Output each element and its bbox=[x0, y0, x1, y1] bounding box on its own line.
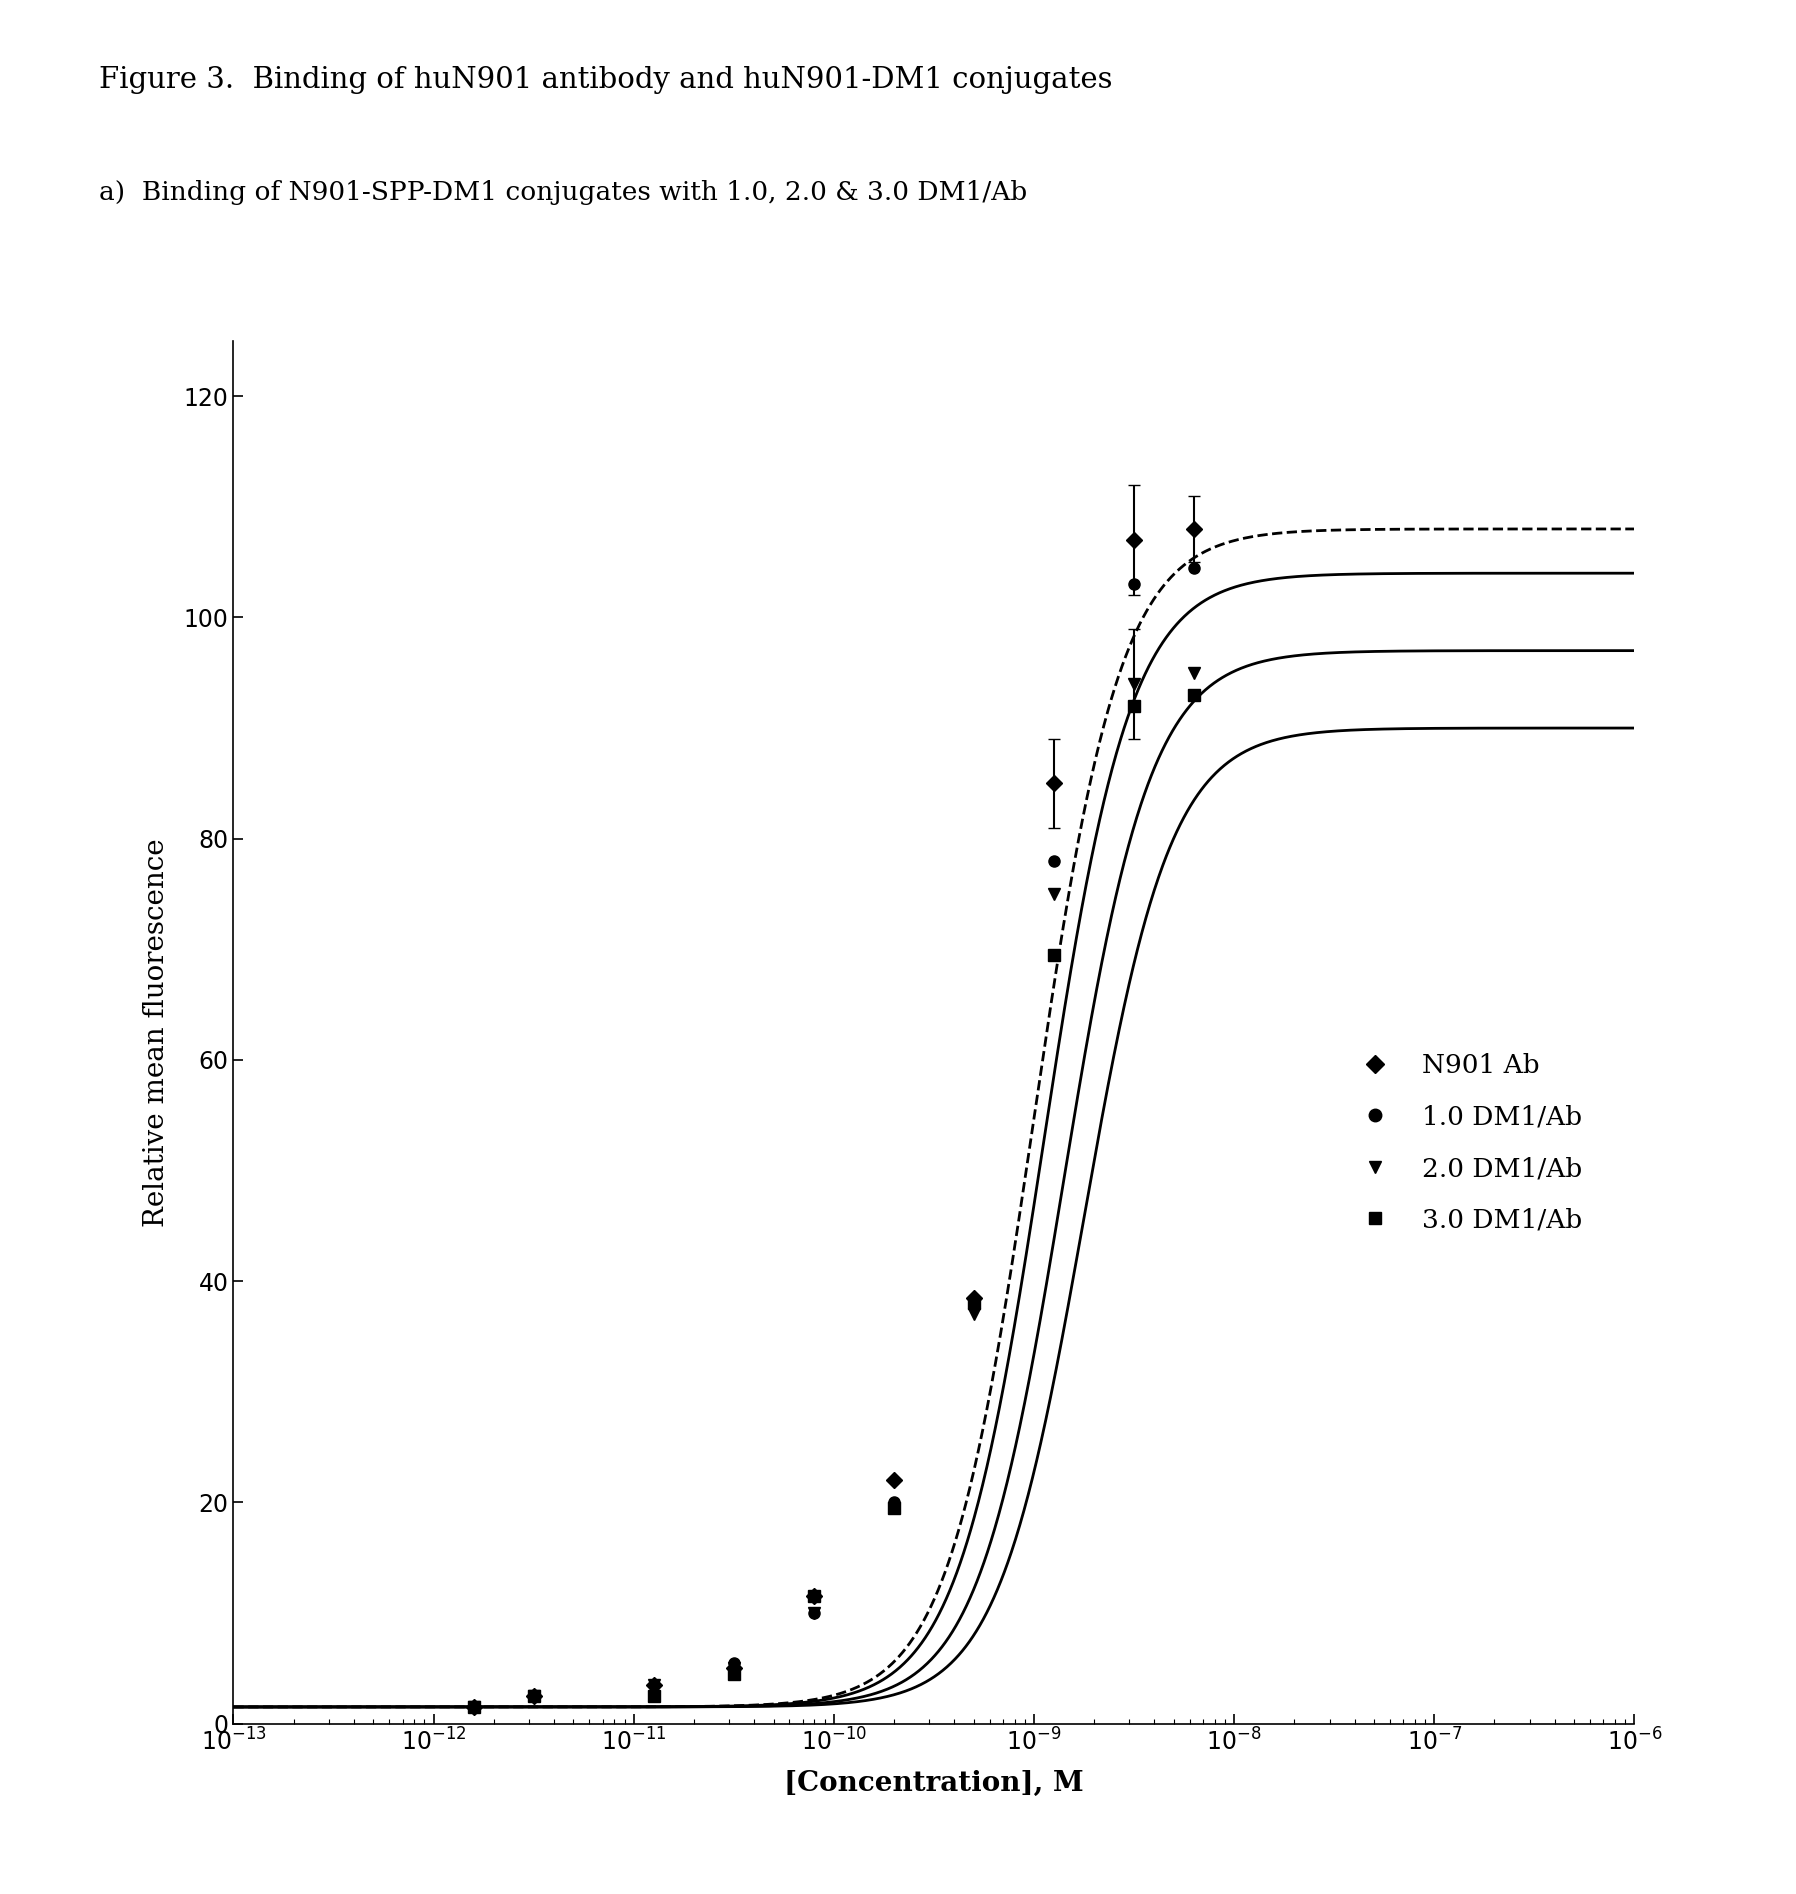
3.0 DM1/Ab bbox=[884, 1496, 905, 1519]
2.0 DM1/Ab bbox=[884, 1496, 905, 1519]
3.0 DM1/Ab bbox=[523, 1684, 544, 1706]
1.0 DM1/Ab bbox=[724, 1652, 745, 1674]
1.0 DM1/Ab bbox=[1184, 557, 1205, 580]
2.0 DM1/Ab bbox=[724, 1657, 745, 1680]
Line: 3.0 DM1/Ab: 3.0 DM1/Ab bbox=[469, 689, 1200, 1712]
1.0 DM1/Ab bbox=[963, 1292, 984, 1314]
3.0 DM1/Ab bbox=[803, 1585, 824, 1608]
N901 Ab bbox=[1043, 773, 1065, 795]
Line: N901 Ab: N901 Ab bbox=[469, 523, 1200, 1712]
N901 Ab bbox=[463, 1695, 485, 1718]
1.0 DM1/Ab bbox=[643, 1674, 665, 1697]
1.0 DM1/Ab bbox=[463, 1695, 485, 1718]
Text: Figure 3.  Binding of huN901 antibody and huN901-DM1 conjugates: Figure 3. Binding of huN901 antibody and… bbox=[99, 66, 1112, 95]
3.0 DM1/Ab bbox=[724, 1663, 745, 1686]
Line: 1.0 DM1/Ab: 1.0 DM1/Ab bbox=[469, 563, 1200, 1712]
N901 Ab bbox=[523, 1684, 544, 1706]
2.0 DM1/Ab bbox=[523, 1684, 544, 1706]
2.0 DM1/Ab bbox=[1122, 672, 1144, 695]
X-axis label: [Concentration], M: [Concentration], M bbox=[785, 1769, 1083, 1797]
N901 Ab bbox=[1122, 528, 1144, 551]
3.0 DM1/Ab bbox=[463, 1695, 485, 1718]
N901 Ab bbox=[643, 1674, 665, 1697]
N901 Ab bbox=[724, 1657, 745, 1680]
1.0 DM1/Ab bbox=[523, 1684, 544, 1706]
3.0 DM1/Ab bbox=[1184, 684, 1205, 706]
1.0 DM1/Ab bbox=[1043, 849, 1065, 871]
2.0 DM1/Ab bbox=[1043, 883, 1065, 905]
N901 Ab bbox=[1184, 517, 1205, 540]
2.0 DM1/Ab bbox=[643, 1674, 665, 1697]
3.0 DM1/Ab bbox=[963, 1292, 984, 1314]
3.0 DM1/Ab bbox=[643, 1684, 665, 1706]
Line: 2.0 DM1/Ab: 2.0 DM1/Ab bbox=[469, 667, 1200, 1712]
1.0 DM1/Ab bbox=[1122, 572, 1144, 595]
3.0 DM1/Ab bbox=[1043, 943, 1065, 966]
3.0 DM1/Ab bbox=[1122, 695, 1144, 718]
Y-axis label: Relative mean fluorescence: Relative mean fluorescence bbox=[144, 837, 171, 1227]
2.0 DM1/Ab bbox=[963, 1303, 984, 1326]
N901 Ab bbox=[884, 1470, 905, 1492]
Text: a)  Binding of N901-SPP-DM1 conjugates with 1.0, 2.0 & 3.0 DM1/Ab: a) Binding of N901-SPP-DM1 conjugates wi… bbox=[99, 180, 1027, 205]
N901 Ab bbox=[803, 1585, 824, 1608]
2.0 DM1/Ab bbox=[463, 1695, 485, 1718]
N901 Ab bbox=[963, 1286, 984, 1309]
2.0 DM1/Ab bbox=[803, 1602, 824, 1625]
Legend: N901 Ab, 1.0 DM1/Ab, 2.0 DM1/Ab, 3.0 DM1/Ab: N901 Ab, 1.0 DM1/Ab, 2.0 DM1/Ab, 3.0 DM1… bbox=[1338, 1044, 1593, 1242]
1.0 DM1/Ab bbox=[884, 1491, 905, 1513]
2.0 DM1/Ab bbox=[1184, 661, 1205, 684]
1.0 DM1/Ab bbox=[803, 1602, 824, 1625]
